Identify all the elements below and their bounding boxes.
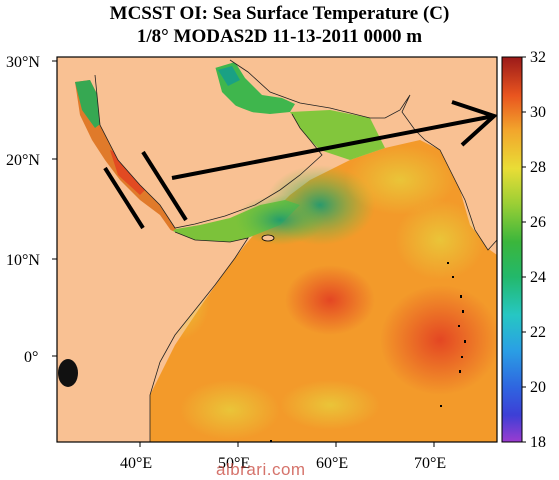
annotation-arrow-shaft — [171, 114, 495, 180]
coastline — [94, 74, 323, 229]
horn-of-africa — [57, 195, 248, 442]
lon-label-50e: 50°E — [218, 455, 250, 472]
lat-label-20n: 20°N — [6, 152, 40, 169]
gulf-of-oman — [290, 110, 385, 160]
persian-gulf-cool — [218, 66, 240, 86]
map-title-line1: MCSST OI: Sea Surface Temperature (C) — [109, 3, 450, 24]
mild-sst-patch — [395, 200, 485, 280]
watermark-text: albrari.com — [216, 460, 306, 479]
lon-label-70e: 70°E — [414, 455, 446, 472]
annotation-arrow-head — [451, 100, 497, 147]
annotation-line — [103, 166, 145, 230]
map-area — [57, 57, 497, 442]
map-frame — [56, 56, 498, 443]
lat-ticks — [52, 60, 57, 357]
india — [402, 57, 497, 250]
colorbar-tick-label: 20 — [530, 379, 546, 396]
lon-label-40e: 40°E — [120, 455, 152, 472]
island-dots — [270, 262, 466, 442]
arabian-peninsula — [95, 66, 322, 228]
lake-victoria — [58, 359, 78, 387]
mild-sst-patch — [345, 145, 455, 215]
iran-pakistan — [200, 57, 420, 118]
colorbar-tick-label: 26 — [530, 214, 546, 231]
socotra-island — [261, 234, 275, 242]
mild-sst-patch — [180, 380, 280, 440]
cool-sst-patch — [235, 195, 325, 245]
hot-sst-patch — [380, 285, 497, 395]
lat-label-0: 0° — [24, 349, 38, 366]
map-title-line2: 1/8° MODAS2D 11-13-2011 0000 m — [136, 26, 423, 47]
lat-label-30n: 30°N — [6, 54, 40, 71]
colorbar-tick-label: 28 — [530, 159, 546, 176]
colorbar-tick-label: 22 — [530, 324, 546, 341]
lat-label-10n: 10°N — [6, 252, 40, 269]
coastline — [149, 231, 249, 442]
colorbar-tick-label: 18 — [530, 434, 546, 451]
colorbar-tick-label: 30 — [530, 104, 546, 121]
lon-label-60e: 60°E — [316, 455, 348, 472]
mild-sst-patch — [280, 380, 380, 430]
hot-sst-patch — [285, 265, 375, 335]
coastline — [229, 59, 497, 251]
colorbar — [501, 56, 523, 443]
lon-ticks — [139, 442, 435, 447]
colorbar-tick-label: 24 — [530, 269, 546, 286]
annotation-line — [141, 150, 188, 222]
colorbar-tick-label: 32 — [530, 49, 546, 66]
colorbar-ticks: 18 20 22 24 26 28 30 32 — [522, 49, 546, 451]
